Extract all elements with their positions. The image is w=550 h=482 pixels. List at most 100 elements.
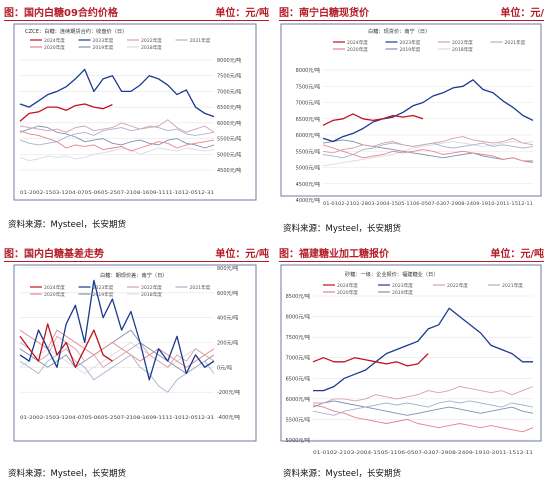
y-tick-label: 600元/吨: [217, 290, 238, 297]
y-tick-label: 5500元/吨: [286, 416, 310, 423]
series-line-2023年度: [19, 279, 215, 381]
series-line-2018年度: [19, 147, 215, 162]
legend-entry: 2022年度: [141, 37, 162, 44]
y-tick-label: 6500元/吨: [296, 116, 320, 123]
legend-entry: 2021年度: [190, 284, 211, 291]
y-tick-label: -200元/吨: [217, 389, 240, 396]
series-line-2022年度: [313, 386, 534, 404]
legend-entry: 2024年度: [347, 39, 368, 46]
y-tick-label: 5000元/吨: [217, 151, 241, 158]
panel-futures-price: 图：国内白糖09合约价格 单位：元/吨 8000元/吨 7500元/吨 7000元/…: [0, 0, 275, 241]
series-line-2020年度: [19, 130, 215, 152]
y-tick-label: 4500元/吨: [217, 167, 241, 174]
series-line-2023年度: [313, 307, 533, 392]
panel-header: 图：国内白糖09合约价格 单位：元/吨: [4, 4, 269, 21]
series-line-2020年度: [312, 404, 534, 433]
y-tick-label: 8000元/吨: [296, 67, 320, 74]
legend-entry: 2021年度: [190, 37, 211, 44]
y-tick-label: 6000元/吨: [217, 120, 241, 127]
y-tick-label: 200元/吨: [217, 340, 238, 347]
y-tick-label: 0元/吨: [217, 364, 232, 371]
panel-title: 图：国内白糖基差走势: [4, 249, 104, 260]
legend-entry: 2020年度: [44, 291, 65, 298]
legend-entry: 2022年度: [447, 282, 468, 289]
legend-entry: 2022年度: [141, 284, 162, 291]
legend-entry: 2024年度: [44, 284, 65, 291]
legend-entry: 2019年度: [400, 46, 421, 53]
y-tick-label: 4000元/吨: [296, 197, 320, 204]
y-tick-label: 6000元/吨: [296, 132, 320, 139]
y-tick-label: 5000元/吨: [296, 165, 320, 172]
legend-entry: 2018年度: [141, 44, 162, 51]
y-tick-label: 400元/吨: [217, 315, 238, 322]
panel-unit: 单位：元/吨: [215, 8, 269, 19]
y-tick-label: 4500元/吨: [296, 181, 320, 188]
legend-entry: 2019年度: [93, 44, 114, 51]
panel-unit: 单位：元/吨: [490, 249, 544, 260]
y-tick-label: 7000元/吨: [217, 88, 241, 95]
series-line-2019年度: [19, 125, 215, 149]
legend-entry: 2021年度: [502, 282, 523, 289]
series-line-2023年度: [19, 68, 215, 118]
legend-entry: 2024年度: [44, 37, 65, 44]
chart-frame: [280, 264, 542, 442]
panel-title: 图：福建糖业加工糖报价: [279, 249, 389, 260]
series-line-2019年度: [322, 139, 533, 162]
panel-unit: 单位：元/: [500, 8, 544, 19]
legend-entry: 2023年度: [93, 284, 114, 291]
panel-header: 图：国内白糖基差走势 单位：元/吨: [4, 245, 269, 262]
x-tick-labels: 01-2002-1503-1204-0705-0605-2507-2108-16…: [20, 190, 214, 196]
panel-title: 图：南宁白糖现货价: [279, 8, 369, 19]
series-line-2020年度: [322, 144, 534, 164]
legend-entry: 2020年度: [347, 46, 368, 53]
series-line-2021年度: [312, 400, 534, 416]
y-tick-label: 7500元/吨: [296, 83, 320, 90]
panel-spot-price: 图：南宁白糖现货价 单位：元/ 8000元/吨 7500元/吨 7000元/吨 650…: [275, 0, 550, 241]
y-tick-label: 7500元/吨: [286, 334, 310, 341]
series-line-2022年度: [322, 136, 534, 154]
y-tick-label: 800元/吨: [217, 265, 238, 272]
y-tick-label: 6500元/吨: [217, 104, 241, 111]
legend-entry: 2018年度: [141, 291, 162, 298]
legend-entry: 2022年度: [452, 39, 473, 46]
chart-title: 白糖：现货价：南宁（日）: [368, 27, 430, 35]
source-note: 资料来源：Mysteel，长安期货: [283, 469, 401, 479]
series-line-2018年度: [322, 141, 534, 167]
legend-entry: 2020年度: [44, 44, 65, 51]
spot-price-chart: 8000元/吨 7500元/吨 7000元/吨 6500元/吨 6000元/吨 5500元…: [280, 23, 542, 207]
legend-entry: 2019年度: [93, 291, 114, 298]
y-tick-label: 8500元/吨: [286, 293, 310, 300]
panel-basis: 图：国内白糖基差走势 单位：元/吨 800元/吨 600元/吨 400元/吨 200元…: [0, 241, 275, 482]
series-line-2024年度: [322, 113, 424, 126]
panel-unit: 单位：元/吨: [215, 249, 269, 260]
fujian-quote-chart: 8500元/吨 8000元/吨 7500元/吨 7000元/吨 6500元/吨 6000元…: [280, 264, 542, 456]
panel-fujian-quote: 图：福建糖业加工糖报价 单位：元/吨 8500元/吨 8000元/吨 7500元/吨…: [275, 241, 550, 482]
futures-price-chart: 8000元/吨 7500元/吨 7000元/吨 6500元/吨 6000元/吨 5500元…: [13, 23, 257, 201]
chart-frame: [13, 23, 257, 201]
y-tick-label: 7000元/吨: [296, 100, 320, 107]
legend-entry: 2023年度: [392, 282, 413, 289]
chart-title: CZCE：白糖：连续期货合约：收盘价（日）: [25, 27, 127, 35]
legend-entry: 2023年度: [93, 37, 114, 44]
series-line-2022年度: [19, 335, 215, 368]
series-line-2024年度: [312, 353, 429, 367]
x-tick-labels: 01-0102-2103-2004-1505-1106-0507-0307-29…: [313, 450, 533, 456]
legend-entry: 2024年度: [337, 282, 358, 289]
source-note: 资料来源：Mysteel，长安期货: [283, 224, 401, 234]
x-tick-labels: 01-0102-2102-2803-2004-1505-1106-0507-03…: [323, 201, 533, 207]
legend-entry: 2019年度: [392, 289, 413, 296]
legend-entry: 2021年度: [505, 39, 526, 46]
series-line-2023年度: [322, 79, 534, 143]
y-tick-label: 5500元/吨: [217, 136, 241, 143]
basis-chart: 800元/吨 600元/吨 400元/吨 200元/吨 0元/吨 -200元/吨 -400元…: [13, 264, 257, 442]
x-tick-labels: 01-2002-1503-1204-0705-0605-2507-2108-16…: [20, 415, 214, 421]
series-line-2019年度: [19, 329, 215, 374]
source-note: 资料来源：Mysteel，长安期货: [8, 469, 126, 479]
y-tick-label: -400元/吨: [217, 414, 240, 421]
panel-header: 图：福建糖业加工糖报价 单位：元/吨: [279, 245, 544, 262]
y-tick-label: 7000元/吨: [286, 355, 310, 362]
y-tick-label: 8000元/吨: [286, 314, 310, 321]
series-line-2022年度: [19, 119, 215, 133]
legend-entry: 2018年度: [452, 46, 473, 53]
y-tick-label: 8000元/吨: [217, 57, 241, 64]
